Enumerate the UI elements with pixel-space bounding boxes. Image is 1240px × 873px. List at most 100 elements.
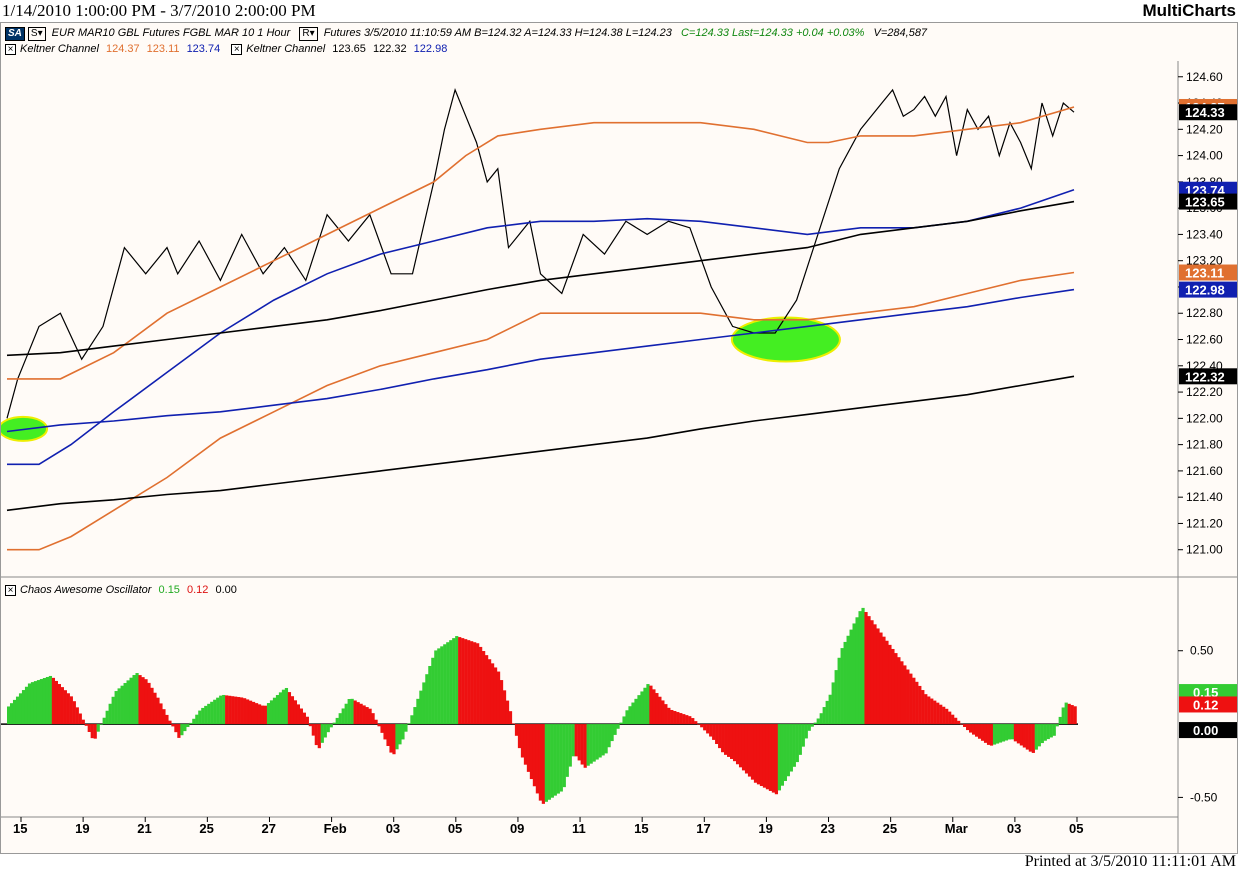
oscillator-bar — [338, 713, 342, 725]
oscillator-bar — [165, 714, 169, 725]
oscillator-bar — [795, 724, 799, 763]
oscillator-bar — [499, 680, 504, 725]
oscillator-bar — [1010, 724, 1015, 740]
oscillator-bar — [213, 699, 217, 725]
r-button-label: R — [302, 28, 310, 39]
oscillator-bar — [317, 724, 321, 749]
oscillator-bar — [816, 718, 820, 725]
oscillator-bar — [305, 716, 309, 725]
oscillator-bar — [634, 698, 638, 725]
oscillator-bar — [622, 716, 626, 725]
oscillator-bar — [1064, 702, 1068, 725]
oscillator-bar — [105, 710, 109, 725]
oscillator-bar — [553, 724, 557, 796]
x-tick-label: 15 — [634, 821, 648, 836]
oscillator-bar — [90, 724, 94, 739]
oscillator-bar — [45, 676, 50, 725]
oscillator-bar — [891, 648, 895, 725]
oscillator-bar — [21, 690, 26, 725]
oscillator-bar — [697, 724, 701, 725]
oscillator-bar — [1067, 703, 1071, 725]
oscillator-bar — [296, 704, 300, 725]
oscillator-bar — [655, 693, 659, 725]
oscillator-bar — [1058, 716, 1062, 725]
oscillator-bar — [616, 724, 620, 729]
oscillator-bar — [69, 696, 73, 725]
oscillator-bar — [135, 673, 139, 725]
r-button[interactable]: R▾ — [299, 27, 318, 41]
s-button[interactable]: S▾ — [27, 27, 46, 41]
oscillator-bar — [234, 696, 238, 725]
oscillator-bar — [834, 670, 838, 725]
oscillator-bar — [753, 724, 758, 783]
oscillator-bar — [954, 717, 958, 725]
oscillator-bar — [945, 708, 949, 725]
oscillator-bar — [589, 724, 593, 764]
oscillator-bar — [51, 677, 56, 725]
y-tick-label: 124.20 — [1186, 122, 1223, 136]
x-tick-label: Mar — [945, 821, 968, 836]
close-icon[interactable]: × — [5, 584, 16, 596]
oscillator-bar — [57, 684, 61, 725]
price-marker-label: 123.11 — [1185, 266, 1224, 281]
oscillator-bar — [652, 689, 656, 725]
oscillator-bar — [712, 724, 716, 740]
oscillator-bar — [732, 724, 737, 762]
oscillator-bar — [1007, 724, 1012, 740]
oscillator-header: × Chaos Awesome Oscillator 0.15 0.12 0.00 — [5, 584, 237, 596]
oscillator-bar — [508, 711, 513, 725]
oscillator-bar — [885, 640, 889, 725]
oscillator-bar — [876, 628, 880, 725]
oscillator-bar — [413, 707, 417, 725]
oscillator-bar — [72, 701, 76, 725]
oscillator-bar — [263, 705, 268, 725]
price-marker-label: 123.65 — [1185, 195, 1225, 210]
keltner2-label: Keltner Channel — [246, 43, 326, 55]
price-marker — [1179, 104, 1237, 121]
oscillator-bar — [801, 724, 805, 747]
oscillator-bar — [81, 719, 85, 725]
oscillator-bar — [936, 702, 940, 725]
x-tick-label: 17 — [696, 821, 710, 836]
y-tick-label: 122.00 — [1186, 411, 1223, 425]
oscillator-bar — [168, 720, 172, 725]
oscillator-bar — [861, 607, 865, 725]
oscillator-bar — [1016, 724, 1021, 744]
chart-frame: SA S▾ EUR MAR10 GBL Futures FGBL MAR 10 1… — [0, 22, 1238, 854]
oscillator-bar — [482, 651, 486, 725]
oscillator-bar — [980, 724, 985, 741]
oscillator-bar — [365, 707, 369, 725]
oscillator-bar — [729, 724, 734, 759]
x-tick-label: 19 — [75, 821, 89, 836]
oscillator-bar — [386, 724, 390, 747]
y-tick-label: 121.00 — [1186, 543, 1223, 557]
oscillator-bar — [607, 724, 611, 748]
oscillator-bar — [144, 679, 148, 725]
oscillator-bar — [619, 722, 623, 725]
oscillator-bar — [33, 681, 38, 725]
oscillator-bar — [102, 717, 106, 725]
oscillator-bar — [153, 692, 157, 725]
oscillator-bar — [1037, 724, 1041, 747]
close-icon[interactable]: × — [5, 43, 16, 55]
indicator-header: × Keltner Channel 124.37 123.11 123.74 × K… — [5, 43, 447, 55]
x-tick-label: 27 — [261, 821, 275, 836]
oscillator-bar — [228, 695, 232, 725]
oscillator-bar — [992, 724, 997, 745]
oscillator-bar — [428, 665, 432, 725]
oscillator-bar — [30, 682, 35, 725]
oscillator-bar — [846, 635, 850, 725]
chevron-down-icon: ▾ — [309, 28, 315, 39]
oscillator-bar — [921, 690, 925, 725]
oscillator-bar — [951, 714, 955, 725]
series-line-123-11 — [7, 271, 1075, 551]
oscillator-bar — [1055, 724, 1059, 727]
oscillator-bar — [326, 724, 330, 733]
oscillator-bar — [676, 712, 680, 725]
oscillator-bar — [36, 680, 41, 725]
sa-button[interactable]: SA — [5, 27, 25, 41]
oscillator-bar — [562, 724, 566, 788]
oscillator-bar — [727, 724, 731, 757]
oscillator-bar — [765, 724, 770, 790]
close-icon[interactable]: × — [231, 43, 243, 55]
